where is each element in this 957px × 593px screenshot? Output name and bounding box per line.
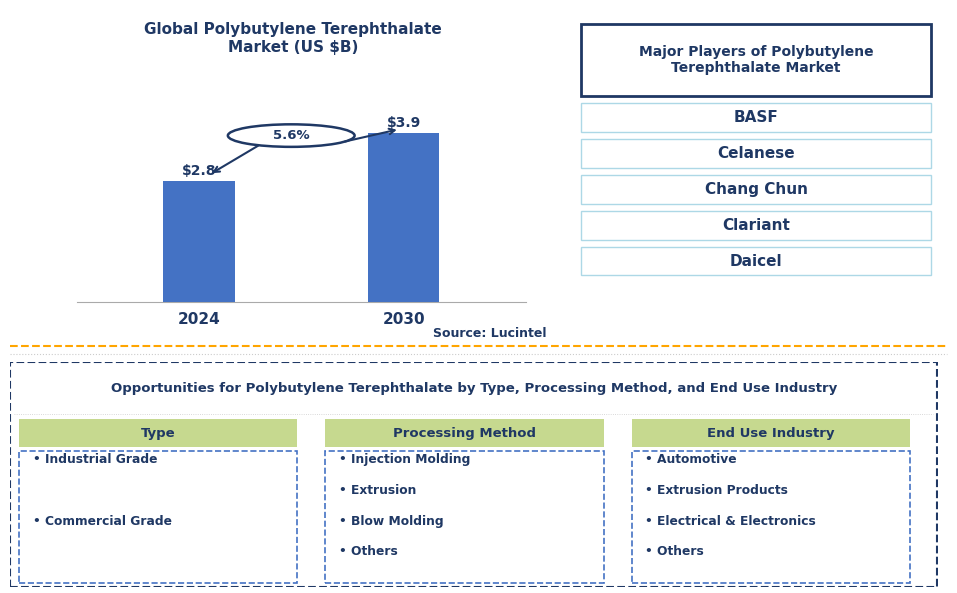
Text: $3.9: $3.9	[387, 116, 421, 130]
Text: Daicel: Daicel	[730, 254, 782, 269]
Text: • Others: • Others	[339, 546, 398, 559]
FancyBboxPatch shape	[632, 419, 910, 447]
Bar	[164, 181, 235, 302]
FancyBboxPatch shape	[582, 139, 930, 168]
Text: • Extrusion Products: • Extrusion Products	[645, 484, 789, 497]
FancyBboxPatch shape	[19, 451, 298, 582]
Text: Source: Lucintel: Source: Lucintel	[433, 327, 546, 340]
Text: • Automotive: • Automotive	[645, 453, 737, 466]
FancyBboxPatch shape	[325, 451, 604, 582]
Ellipse shape	[228, 125, 355, 147]
Text: Processing Method: Processing Method	[393, 427, 536, 440]
Text: • Injection Molding: • Injection Molding	[339, 453, 471, 466]
Bar	[367, 133, 439, 302]
FancyBboxPatch shape	[632, 451, 910, 582]
Text: Type: Type	[141, 427, 175, 440]
Text: • Electrical & Electronics: • Electrical & Electronics	[645, 515, 816, 528]
FancyBboxPatch shape	[582, 247, 930, 275]
Text: • Others: • Others	[645, 546, 704, 559]
FancyBboxPatch shape	[582, 103, 930, 132]
FancyBboxPatch shape	[19, 419, 298, 447]
Text: 5.6%: 5.6%	[273, 129, 309, 142]
FancyBboxPatch shape	[11, 362, 937, 587]
Text: Opportunities for Polybutylene Terephthalate by Type, Processing Method, and End: Opportunities for Polybutylene Terephtha…	[111, 382, 836, 396]
Text: • Extrusion: • Extrusion	[339, 484, 416, 497]
FancyBboxPatch shape	[582, 175, 930, 203]
Text: Global Polybutylene Terephthalate
Market (US $B): Global Polybutylene Terephthalate Market…	[145, 23, 442, 55]
Text: Clariant: Clariant	[723, 218, 790, 232]
Text: • Commercial Grade: • Commercial Grade	[33, 515, 171, 528]
FancyBboxPatch shape	[325, 419, 604, 447]
Text: • Blow Molding: • Blow Molding	[339, 515, 444, 528]
FancyBboxPatch shape	[582, 24, 930, 96]
Text: End Use Industry: End Use Industry	[707, 427, 835, 440]
FancyBboxPatch shape	[582, 211, 930, 240]
Text: • Industrial Grade: • Industrial Grade	[33, 453, 157, 466]
Text: Chang Chun: Chang Chun	[704, 182, 808, 197]
Text: Major Players of Polybutylene
Terephthalate Market: Major Players of Polybutylene Terephthal…	[638, 45, 874, 75]
Text: $2.8: $2.8	[182, 164, 216, 178]
Text: BASF: BASF	[734, 110, 778, 125]
Text: Celanese: Celanese	[717, 146, 795, 161]
